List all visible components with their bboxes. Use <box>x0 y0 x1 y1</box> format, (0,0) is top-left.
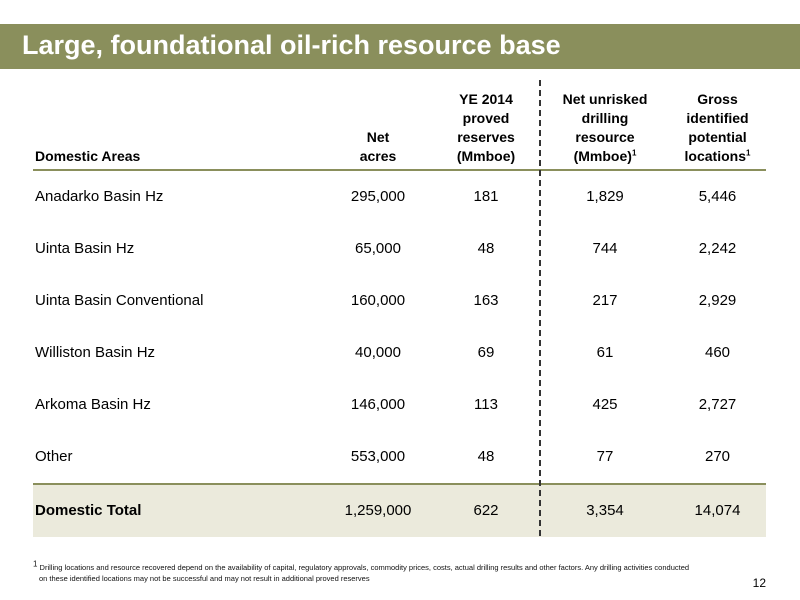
footnote-marker: 1 <box>631 148 637 158</box>
cell-acres: 160,000 <box>350 292 406 309</box>
cell-reserves: 69 <box>477 344 495 361</box>
table-row: Arkoma Basin Hz 146,000 113 425 2,727 <box>33 379 766 431</box>
cell-acres: 553,000 <box>350 448 406 465</box>
resource-table: Domestic Areas Net acres YE 2014 proved … <box>33 85 766 537</box>
cell-locations: 2,242 <box>698 240 737 257</box>
header-potential-locations: Gross identified potential locations1 <box>669 90 766 166</box>
cell-area: Uinta Basin Hz <box>35 240 135 257</box>
footnote-marker: 1 <box>746 148 751 158</box>
table-body: Anadarko Basin Hz 295,000 181 1,829 5,446 Uin… <box>33 171 766 483</box>
cell-reserves: 48 <box>477 240 495 257</box>
cell-resource: 425 <box>592 396 618 413</box>
cell-acres: 295,000 <box>350 188 406 205</box>
footnote-marker: 1 <box>33 559 38 569</box>
cell-resource: 1,829 <box>586 188 624 205</box>
page-number: 12 <box>752 576 766 590</box>
cell-locations: 5,446 <box>698 188 737 205</box>
header-drilling-resource: Net unrisked drilling resource (Mmboe)1 <box>541 90 669 166</box>
cell-reserves: 113 <box>474 396 498 413</box>
header-proved-reserves: YE 2014 proved reserves (Mmboe) <box>456 91 516 164</box>
title-bar: Large, foundational oil-rich resource ba… <box>0 24 800 69</box>
table-row: Other 553,000 48 77 270 <box>33 431 766 483</box>
footnote: 1 Drilling locations and resource recove… <box>33 559 763 584</box>
cell-resource: 61 <box>596 344 614 361</box>
slide-title: Large, foundational oil-rich resource ba… <box>22 30 561 60</box>
cell-locations: 460 <box>704 344 731 361</box>
cell-acres: 146,000 <box>350 396 406 413</box>
cell-area: Arkoma Basin Hz <box>35 396 151 413</box>
cell-reserves: 48 <box>477 448 495 465</box>
cell-locations: 2,727 <box>698 396 737 413</box>
total-locations: 14,074 <box>694 502 741 519</box>
cell-reserves: 163 <box>473 292 499 309</box>
footnote-line-2: on these identified locations may not be… <box>39 574 370 583</box>
cell-area: Uinta Basin Conventional <box>35 292 204 309</box>
cell-acres: 65,000 <box>355 240 401 257</box>
dashed-divider <box>539 80 541 536</box>
table-row: Uinta Basin Conventional 160,000 163 217 2,9… <box>33 275 766 327</box>
header-domestic-areas: Domestic Areas <box>35 148 141 164</box>
table-header: Domestic Areas Net acres YE 2014 proved … <box>33 85 766 171</box>
total-resource: 3,354 <box>586 502 624 519</box>
cell-acres: 40,000 <box>355 344 401 361</box>
cell-resource: 77 <box>596 448 614 465</box>
cell-area: Anadarko Basin Hz <box>35 188 164 205</box>
header-net-acres: Net acres <box>359 129 397 164</box>
cell-resource: 217 <box>592 292 618 309</box>
cell-locations: 270 <box>704 448 731 465</box>
footnote-text-1: Drilling locations and resource recovere… <box>39 563 690 572</box>
header-potential-locations-label: Gross identified potential locations <box>684 91 749 164</box>
cell-area: Other <box>35 448 73 465</box>
cell-reserves: 181 <box>473 188 499 205</box>
cell-locations: 2,929 <box>698 292 737 309</box>
table-row: Uinta Basin Hz 65,000 48 744 2,242 <box>33 223 766 275</box>
total-acres: 1,259,000 <box>344 502 412 519</box>
header-drilling-resource-label: Net unrisked drilling resource (Mmboe) <box>562 91 648 164</box>
table-row: Anadarko Basin Hz 295,000 181 1,829 5,446 <box>33 171 766 223</box>
cell-resource: 744 <box>592 240 618 257</box>
total-label: Domestic Total <box>35 502 142 519</box>
total-row: Domestic Total 1,259,000 622 3,354 14,07… <box>33 483 766 537</box>
total-reserves: 622 <box>473 502 499 519</box>
table-row: Williston Basin Hz 40,000 69 61 460 <box>33 327 766 379</box>
footnote-line-1: 1 Drilling locations and resource recove… <box>33 559 763 573</box>
cell-area: Williston Basin Hz <box>35 344 156 361</box>
